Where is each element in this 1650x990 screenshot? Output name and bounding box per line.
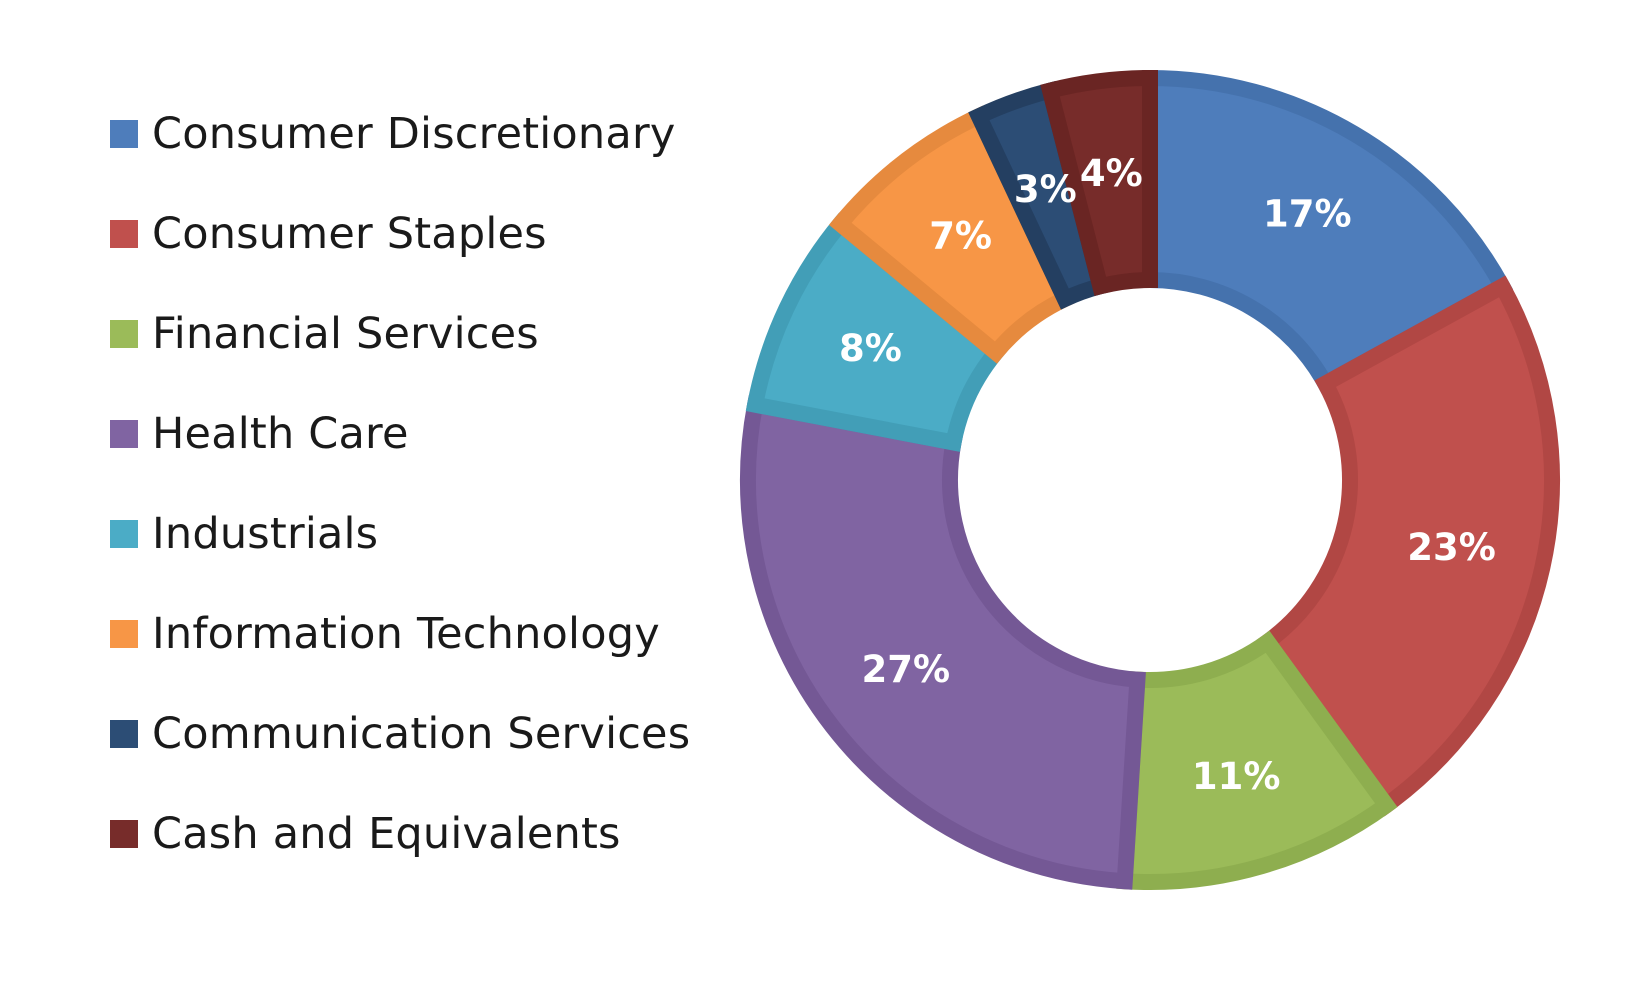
legend-label-communication-services: Communication Services (152, 709, 691, 759)
legend-label-consumer-staples: Consumer Staples (152, 209, 547, 259)
legend-label-health-care: Health Care (152, 409, 409, 459)
slice-label-communication-services: 3% (1014, 168, 1077, 211)
donut-slices (740, 69, 1560, 890)
legend-swatch-financial-services (110, 320, 138, 348)
legend-swatch-consumer-staples (110, 220, 138, 248)
legend-item-information-technology: Information Technology (110, 584, 690, 684)
legend: Consumer Discretionary Consumer Staples … (110, 84, 690, 884)
legend-label-cash-and-equivalents: Cash and Equivalents (152, 809, 621, 859)
legend-swatch-cash-and-equivalents (110, 820, 138, 848)
legend-swatch-information-technology (110, 620, 138, 648)
slice-consumer-staples (1256, 275, 1560, 817)
slice-label-financial-services: 11% (1192, 755, 1281, 798)
legend-item-consumer-discretionary: Consumer Discretionary (110, 84, 690, 184)
legend-item-financial-services: Financial Services (110, 284, 690, 384)
legend-swatch-consumer-discretionary (110, 120, 138, 148)
slice-label-information-technology: 7% (929, 214, 992, 257)
legend-item-communication-services: Communication Services (110, 684, 690, 784)
legend-label-information-technology: Information Technology (152, 609, 660, 659)
legend-item-health-care: Health Care (110, 384, 690, 484)
slice-label-health-care: 27% (862, 648, 951, 691)
legend-swatch-communication-services (110, 720, 138, 748)
legend-label-industrials: Industrials (152, 509, 379, 559)
legend-item-consumer-staples: Consumer Staples (110, 184, 690, 284)
legend-label-financial-services: Financial Services (152, 309, 539, 359)
slice-cash-and-equivalents (1040, 69, 1158, 297)
donut-slice-labels: 17% 23% 11% 27% 8% 7% 3% 4% (839, 152, 1496, 798)
legend-label-consumer-discretionary: Consumer Discretionary (152, 109, 676, 159)
legend-item-industrials: Industrials (110, 484, 690, 584)
slice-health-care (740, 395, 1146, 890)
slice-label-cash-and-equivalents: 4% (1080, 152, 1143, 195)
legend-swatch-industrials (110, 520, 138, 548)
slice-label-consumer-discretionary: 17% (1263, 193, 1352, 236)
slice-label-industrials: 8% (839, 327, 902, 370)
slice-financial-services (1116, 630, 1398, 890)
slice-consumer-discretionary (1142, 69, 1514, 395)
legend-item-cash-and-equivalents: Cash and Equivalents (110, 784, 690, 884)
slice-label-consumer-staples: 23% (1407, 526, 1496, 569)
legend-swatch-health-care (110, 420, 138, 448)
